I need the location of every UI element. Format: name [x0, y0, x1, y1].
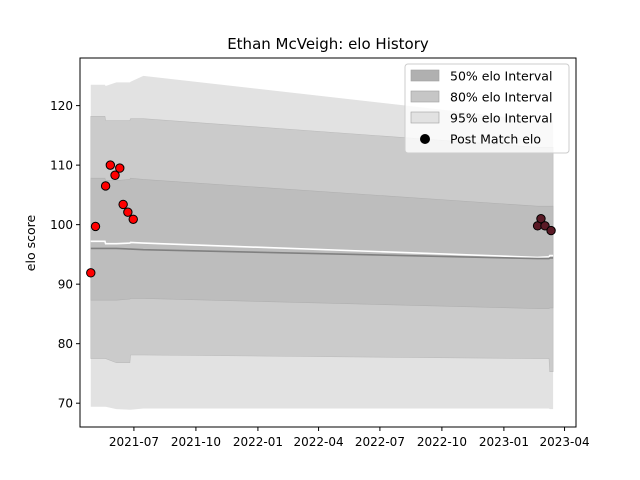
post-match-point-12 — [540, 221, 550, 231]
band-50-interval — [90, 177, 554, 309]
legend-label-4: Post Match elo — [450, 132, 541, 147]
legend-box — [404, 63, 570, 154]
y-tick-label: 120 — [50, 99, 73, 113]
post-match-point-11 — [536, 213, 546, 224]
y-tick-label: 80 — [58, 337, 73, 351]
post-match-point-3 — [100, 181, 111, 191]
y-tick-label: 100 — [50, 218, 73, 232]
post-match-point-9 — [128, 214, 138, 224]
legend-label-1: 50% elo Interval — [450, 69, 552, 84]
legend: 50% elo Interval 80% elo Interval 95% elo … — [404, 63, 570, 154]
axes: 2021-07 2021-10 2022-01 2022-04 2022-07 2022-… — [50, 57, 590, 449]
x-tick-label: 2022-10 — [417, 435, 467, 449]
plot-area — [86, 75, 556, 410]
legend-swatch-1 — [410, 69, 440, 82]
y-tick-label: 110 — [50, 159, 73, 173]
upper-estimate-line — [90, 240, 554, 259]
x-tick-label: 2023-04 — [539, 435, 589, 449]
legend-label-3: 95% elo Interval — [450, 111, 552, 126]
y-tick-label: 90 — [58, 278, 73, 292]
post-match-point-8 — [123, 207, 133, 217]
post-match-point-6 — [115, 163, 125, 173]
y-axis-label: elo score — [23, 215, 38, 272]
x-tick-label: 2022-04 — [293, 435, 343, 449]
post-match-point-13 — [546, 225, 556, 236]
mean-elo-line — [90, 247, 554, 260]
post-match-point-4 — [105, 160, 116, 170]
post-match-point-5 — [110, 170, 120, 180]
legend-swatch-2 — [410, 90, 440, 103]
legend-swatch-3 — [410, 111, 440, 124]
post-match-point-2 — [90, 221, 101, 232]
x-tick-label: 2022-07 — [355, 435, 405, 449]
legend-marker-icon — [420, 134, 430, 144]
post-match-point-7 — [118, 199, 128, 210]
legend-label-2: 80% elo Interval — [450, 90, 552, 105]
x-tick-label: 2021-10 — [171, 435, 221, 449]
x-tick-label: 2023-01 — [479, 435, 529, 449]
y-tick-label: 70 — [58, 397, 73, 411]
x-tick-label: 2022-01 — [233, 435, 283, 449]
x-tick-label: 2021-07 — [109, 435, 159, 449]
chart-title: Ethan McVeigh: elo History — [227, 35, 429, 53]
plot-frame — [79, 57, 577, 428]
post-match-point-1 — [86, 268, 96, 278]
